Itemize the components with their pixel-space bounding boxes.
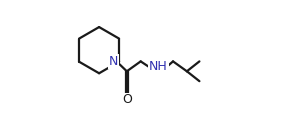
Text: NH: NH bbox=[149, 60, 168, 72]
Text: O: O bbox=[122, 93, 132, 106]
Text: N: N bbox=[109, 55, 118, 68]
